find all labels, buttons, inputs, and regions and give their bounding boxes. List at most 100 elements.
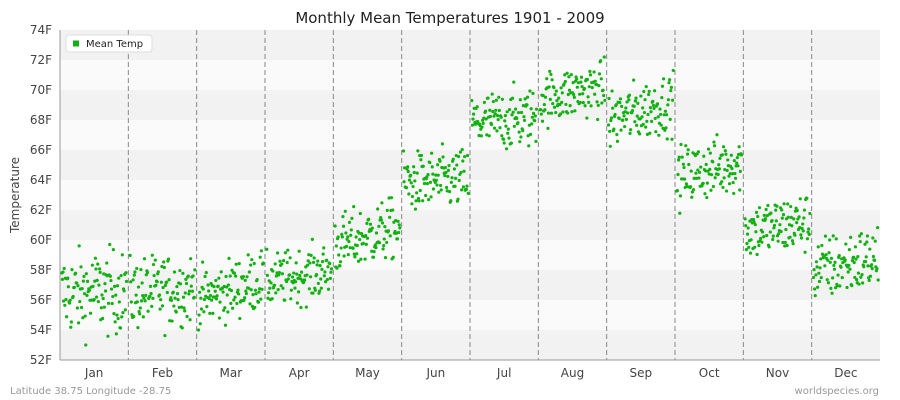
- data-point: [659, 123, 663, 127]
- data-point: [328, 261, 332, 266]
- data-point: [283, 298, 287, 302]
- data-point: [117, 300, 121, 304]
- data-point: [602, 55, 606, 59]
- data-point: [470, 98, 474, 103]
- data-point: [658, 107, 662, 111]
- data-point: [653, 89, 657, 93]
- data-point: [807, 232, 811, 236]
- data-point: [253, 305, 257, 310]
- data-point: [763, 217, 768, 221]
- data-point: [713, 176, 717, 180]
- data-point: [645, 132, 650, 136]
- data-point: [615, 132, 619, 137]
- data-point: [162, 260, 166, 264]
- data-point: [590, 86, 594, 90]
- data-point: [825, 278, 829, 282]
- data-point: [498, 126, 502, 130]
- data-point: [204, 271, 208, 275]
- data-point: [668, 117, 672, 121]
- data-point: [252, 261, 256, 266]
- data-point: [62, 266, 66, 271]
- data-point: [170, 319, 174, 323]
- data-point: [180, 305, 184, 309]
- data-point: [799, 236, 804, 240]
- data-point: [608, 129, 612, 134]
- data-point: [79, 305, 84, 310]
- data-point: [426, 172, 430, 177]
- data-point: [669, 85, 674, 89]
- data-point: [114, 293, 118, 297]
- y-axis-title: Temperature: [8, 157, 22, 234]
- data-point: [451, 157, 455, 161]
- data-point: [531, 111, 536, 115]
- data-point: [254, 292, 258, 296]
- data-point: [479, 134, 483, 138]
- data-point: [380, 221, 385, 225]
- data-point: [780, 208, 784, 212]
- data-point: [280, 262, 284, 266]
- data-point: [84, 272, 88, 276]
- data-point: [466, 153, 470, 158]
- data-point: [132, 273, 136, 277]
- data-point: [160, 304, 165, 308]
- data-point: [466, 191, 470, 196]
- data-point: [638, 132, 642, 136]
- data-point: [827, 251, 831, 255]
- data-point: [419, 158, 423, 162]
- data-point: [325, 278, 329, 282]
- data-point: [276, 288, 280, 292]
- data-point: [172, 270, 177, 274]
- data-point: [99, 306, 103, 310]
- data-point: [464, 187, 468, 192]
- data-point: [678, 194, 683, 198]
- data-point: [534, 139, 538, 144]
- data-point: [563, 79, 567, 84]
- data-point: [786, 215, 790, 219]
- data-point: [293, 286, 297, 290]
- data-point: [345, 237, 349, 241]
- data-point: [222, 284, 226, 289]
- data-point: [486, 96, 490, 100]
- data-point: [285, 260, 289, 265]
- data-point: [385, 240, 389, 245]
- data-point: [566, 111, 570, 115]
- data-point: [144, 293, 148, 297]
- data-point: [727, 182, 732, 186]
- data-point: [632, 78, 636, 82]
- data-point: [516, 121, 520, 125]
- data-point: [154, 283, 158, 287]
- data-point: [781, 240, 785, 245]
- data-point: [828, 238, 832, 242]
- data-point: [607, 96, 611, 101]
- data-point: [493, 112, 497, 116]
- data-point: [678, 211, 682, 215]
- data-point: [317, 289, 322, 293]
- data-point: [152, 274, 156, 278]
- x-tick-label: Mar: [220, 366, 243, 380]
- data-point: [268, 286, 272, 290]
- data-point: [246, 253, 250, 257]
- data-point: [448, 190, 452, 194]
- data-point: [819, 257, 823, 261]
- x-tick-label: Jun: [425, 366, 445, 380]
- data-point: [644, 85, 648, 89]
- data-point: [79, 265, 83, 269]
- data-point: [793, 233, 797, 237]
- data-point: [755, 252, 759, 257]
- data-point: [372, 249, 376, 254]
- y-tick-label: 52F: [30, 353, 52, 367]
- data-point: [350, 216, 354, 220]
- data-point: [66, 276, 70, 280]
- data-point: [92, 297, 96, 302]
- data-point: [832, 267, 837, 271]
- data-point: [627, 98, 631, 102]
- data-point: [488, 108, 492, 112]
- data-point: [452, 167, 457, 171]
- data-point: [87, 288, 91, 293]
- data-point: [690, 195, 694, 199]
- data-point: [335, 266, 339, 270]
- data-point: [597, 84, 601, 88]
- data-point: [788, 235, 792, 239]
- data-point: [68, 298, 72, 302]
